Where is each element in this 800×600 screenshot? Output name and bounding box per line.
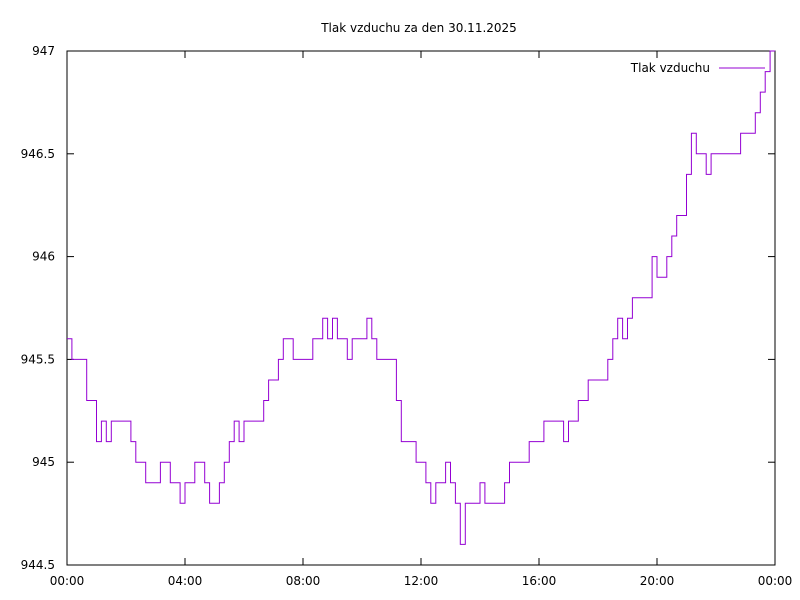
x-tick-label: 00:00	[758, 574, 793, 588]
x-axis: 00:00 04:00 08:00 12:00 16:00 20:00 00:00	[50, 51, 793, 588]
legend-label: Tlak vzduchu	[630, 61, 710, 75]
y-tick-label: 945	[32, 455, 55, 469]
y-tick-label: 944.5	[21, 558, 55, 572]
chart-title: Tlak vzduchu za den 30.11.2025	[320, 21, 517, 35]
y-tick-label: 946.5	[21, 147, 55, 161]
plot-frame	[66, 50, 776, 566]
x-tick-label: 16:00	[522, 574, 557, 588]
legend: Tlak vzduchu	[630, 61, 765, 75]
y-tick-label: 947	[32, 44, 55, 58]
x-tick-label: 00:00	[50, 574, 85, 588]
x-tick-label: 20:00	[640, 574, 675, 588]
y-axis: 944.5 945 945.5 946 946.5 947	[21, 44, 775, 572]
y-tick-label: 945.5	[21, 352, 55, 366]
series-layer	[67, 50, 775, 545]
x-tick-label: 04:00	[168, 574, 203, 588]
x-tick-label: 12:00	[404, 574, 439, 588]
x-tick-label: 08:00	[286, 574, 321, 588]
y-tick-label: 946	[32, 250, 55, 264]
series-line-tlak-vzduchu	[67, 50, 775, 545]
